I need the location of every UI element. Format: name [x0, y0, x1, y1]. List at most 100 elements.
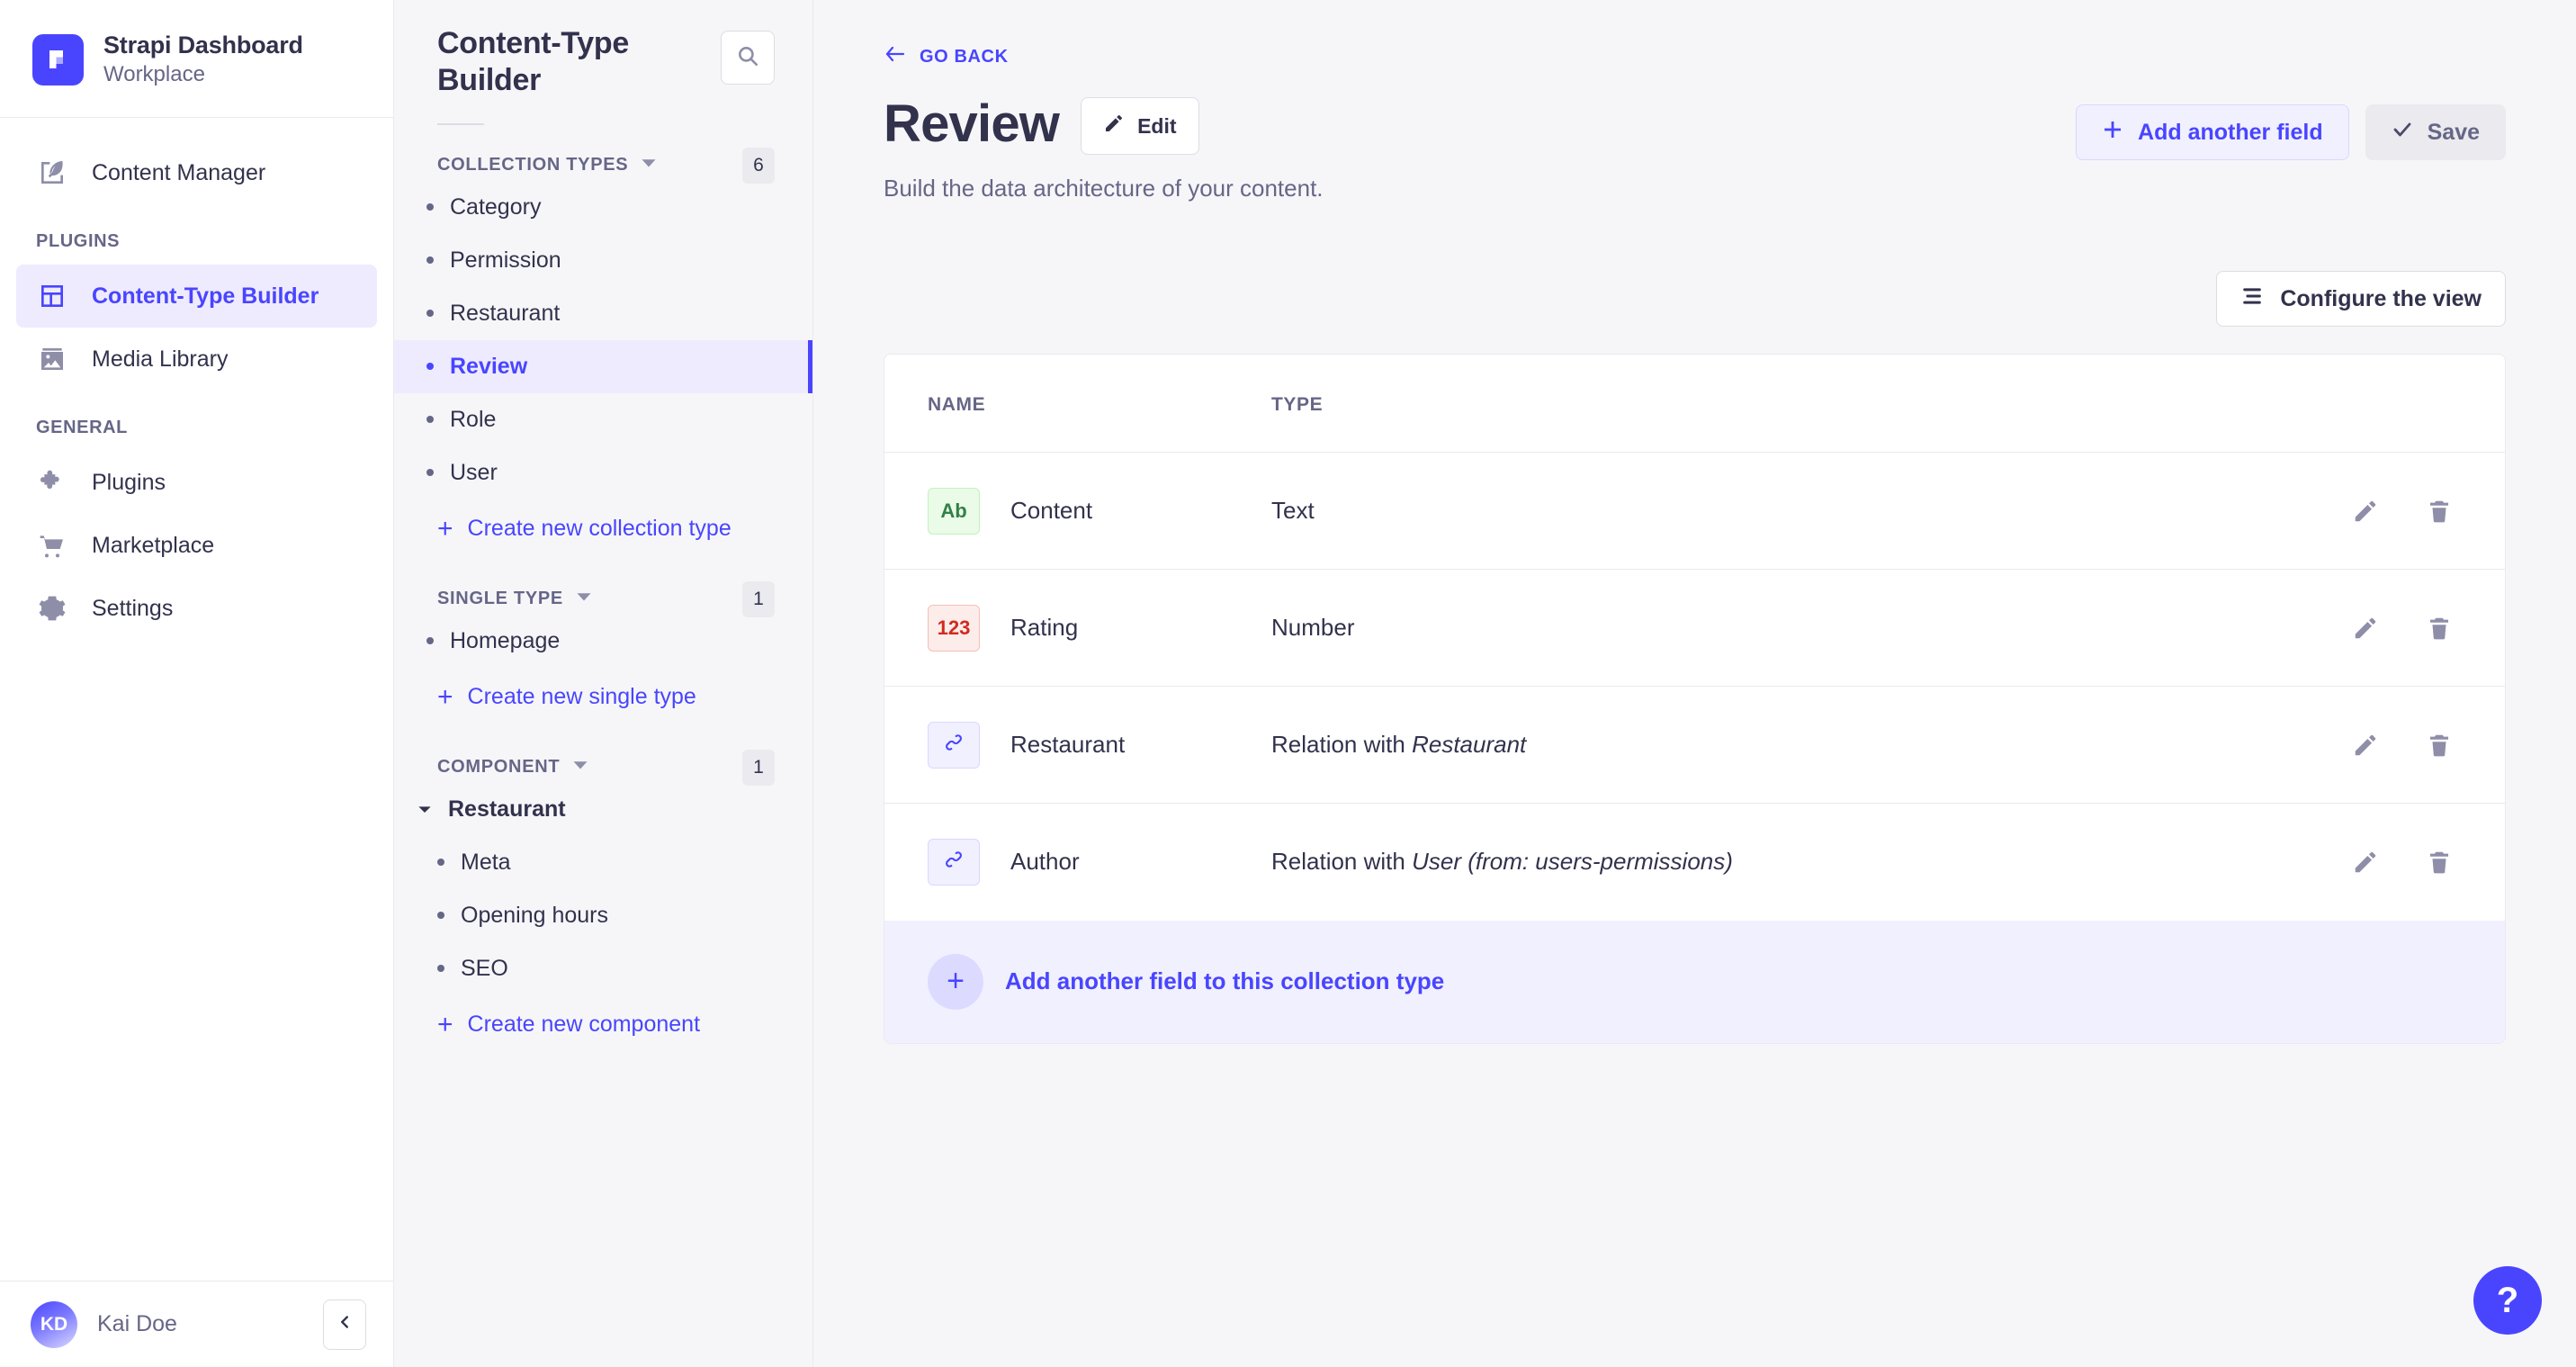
ct-item-homepage[interactable]: Homepage	[394, 615, 812, 668]
save-button[interactable]: Save	[2365, 104, 2506, 160]
configure-label: Configure the view	[2280, 285, 2482, 311]
ct-group-label: SINGLE TYPE	[437, 589, 563, 609]
field-name: Content	[1010, 497, 1093, 524]
chevron-down-icon	[572, 757, 588, 778]
delete-field-button[interactable]	[2424, 496, 2455, 526]
edit-field-button[interactable]	[2350, 847, 2381, 877]
page-title: Review	[884, 94, 1060, 153]
row-actions-cell	[2307, 686, 2505, 804]
ct-item-component-meta[interactable]: Meta	[394, 836, 812, 889]
brand-title: Strapi Dashboard	[103, 31, 303, 58]
ct-group-collection-types[interactable]: COLLECTION TYPES 6	[394, 125, 812, 184]
bullet-icon	[426, 416, 434, 424]
table-row[interactable]: 123 Rating Number	[884, 569, 2505, 687]
field-type-target: User (from: users-permissions)	[1412, 848, 1733, 876]
avatar[interactable]: KD	[31, 1300, 77, 1348]
bullet-icon	[437, 965, 444, 973]
configure-the-view-button[interactable]: Configure the view	[2216, 271, 2506, 327]
edit-field-button[interactable]	[2350, 613, 2381, 643]
ct-group-single-type[interactable]: SINGLE TYPE 1	[394, 559, 812, 617]
user-bar: KD Kai Doe	[0, 1281, 393, 1367]
layout-icon	[36, 280, 68, 312]
search-button[interactable]	[721, 31, 775, 85]
edit-field-button[interactable]	[2350, 730, 2381, 760]
ct-item-component-restaurant[interactable]: Restaurant	[394, 783, 812, 836]
delete-field-button[interactable]	[2424, 613, 2455, 643]
delete-field-button[interactable]	[2424, 730, 2455, 760]
ct-item-label: Role	[450, 406, 497, 432]
content-type-panel: Content-Type Builder COLLECTION TYPES 6	[394, 0, 813, 1367]
ct-add-label: Create new single type	[467, 684, 696, 710]
add-field-footer-label: Add another field to this collection typ…	[1005, 967, 1445, 994]
arrow-left-icon	[884, 45, 907, 68]
go-back-label: GO BACK	[920, 46, 1009, 67]
ct-item-restaurant[interactable]: Restaurant	[394, 287, 812, 340]
sidebar-section-plugins: PLUGINS	[36, 231, 121, 251]
plus-icon: +	[437, 513, 453, 544]
table-row[interactable]: Author Relation with User (from: users-p…	[884, 804, 2505, 921]
sidebar-item-plugins[interactable]: Plugins	[16, 451, 377, 514]
fields-card: NAME TYPE Ab Content	[884, 354, 2506, 1044]
add-another-field-button[interactable]: Add another field	[2076, 104, 2349, 160]
sidebar-item-label: Content-Type Builder	[92, 283, 319, 309]
create-new-single-type-button[interactable]: + Create new single type	[394, 668, 812, 727]
ct-panel-title: Content-Type Builder	[437, 26, 629, 98]
edit-field-button[interactable]	[2350, 496, 2381, 526]
edit-button[interactable]: Edit	[1081, 97, 1199, 155]
chevron-left-icon	[335, 1312, 355, 1336]
plus-icon	[2102, 119, 2123, 147]
row-actions-cell	[2307, 569, 2505, 687]
sidebar-item-media-library[interactable]: Media Library	[16, 328, 377, 391]
bullet-icon	[437, 859, 444, 867]
field-type: Relation with Restaurant	[1271, 731, 1526, 758]
ct-item-permission[interactable]: Permission	[394, 234, 812, 287]
ct-item-component-seo[interactable]: SEO	[394, 942, 812, 995]
field-name: Rating	[1010, 614, 1079, 641]
sliders-icon	[2240, 284, 2264, 314]
row-name-cell: Author	[884, 804, 1271, 921]
table-row[interactable]: Restaurant Relation with Restaurant	[884, 686, 2505, 804]
row-actions-cell	[2307, 452, 2505, 570]
add-another-field-label: Add another field	[2138, 119, 2323, 145]
column-header-name: NAME	[884, 355, 1271, 453]
ct-group-component[interactable]: COMPONENT 1	[394, 727, 812, 786]
ct-item-label: Meta	[461, 849, 511, 875]
brand-header[interactable]: Strapi Dashboard Workplace	[0, 0, 393, 118]
ct-item-component-opening-hours[interactable]: Opening hours	[394, 889, 812, 942]
ct-item-label: Opening hours	[461, 902, 609, 928]
sidebar-item-content-type-builder[interactable]: Content-Type Builder	[16, 265, 377, 328]
delete-field-button[interactable]	[2424, 847, 2455, 877]
sidebar-item-content-manager[interactable]: Content Manager	[16, 141, 377, 204]
collapse-sidebar-button[interactable]	[323, 1299, 366, 1350]
field-type-prefix: Relation with	[1271, 731, 1413, 758]
link-icon	[942, 848, 965, 877]
sidebar-section-general: GENERAL	[36, 418, 128, 437]
ct-item-user[interactable]: User	[394, 446, 812, 499]
sidebar-item-marketplace[interactable]: Marketplace	[16, 514, 377, 577]
ct-item-label: Restaurant	[450, 300, 561, 326]
help-button[interactable]: ?	[2473, 1266, 2542, 1335]
edit-label: Edit	[1137, 113, 1177, 138]
ct-item-role[interactable]: Role	[394, 393, 812, 446]
save-label: Save	[2427, 119, 2480, 145]
row-name-cell: Restaurant	[884, 686, 1271, 804]
ct-item-label: Homepage	[450, 627, 561, 653]
ct-item-review[interactable]: Review	[394, 339, 812, 393]
brand-subtitle: Workplace	[103, 62, 205, 86]
ct-group-label: COMPONENT	[437, 757, 561, 778]
sidebar-item-settings[interactable]: Settings	[16, 577, 377, 640]
table-row[interactable]: Ab Content Text	[884, 452, 2505, 570]
create-new-collection-type-button[interactable]: + Create new collection type	[394, 499, 812, 559]
add-another-field-to-collection-button[interactable]: + Add another field to this collection t…	[884, 920, 2505, 1043]
bullet-icon	[437, 912, 444, 920]
sidebar-item-label: Settings	[92, 595, 174, 621]
title-divider	[437, 122, 484, 125]
image-icon	[36, 343, 68, 375]
ct-item-category[interactable]: Category	[394, 181, 812, 234]
ct-group-count: 6	[742, 147, 775, 184]
ct-group-count: 1	[742, 580, 775, 617]
field-type-prefix: Relation with	[1271, 848, 1413, 876]
create-new-component-button[interactable]: + Create new component	[394, 995, 812, 1055]
go-back-button[interactable]: GO BACK	[813, 0, 1009, 68]
bullet-icon	[426, 310, 434, 318]
